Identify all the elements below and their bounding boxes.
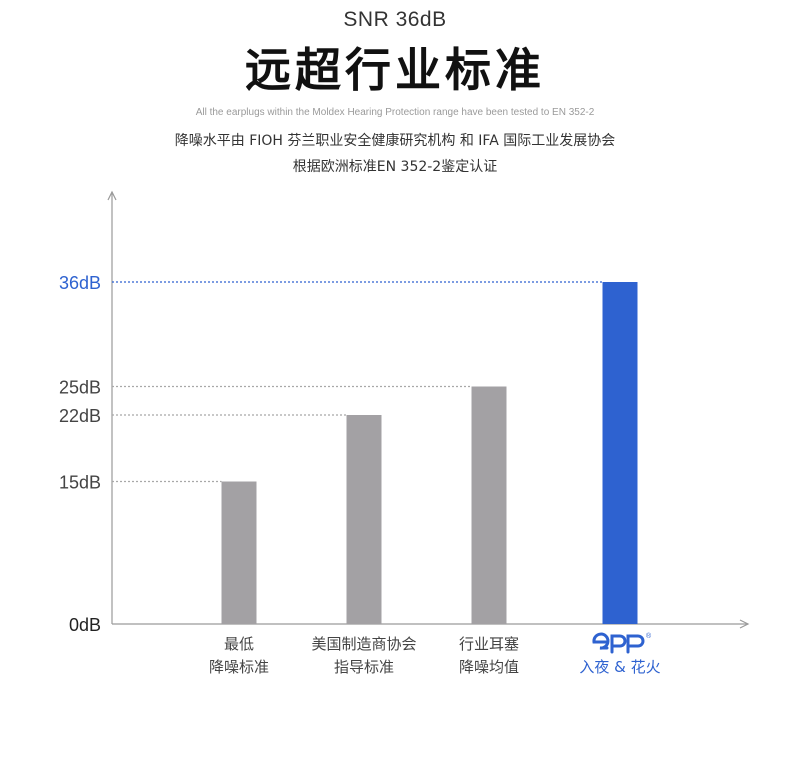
tested-note: All the earplugs within the Moldex Heari… — [195, 107, 595, 118]
category-label: 行业耳塞 — [459, 635, 519, 653]
y-axis-arrow-icon — [107, 190, 117, 201]
registered-mark: ® — [646, 632, 652, 640]
category-label: 指导标准 — [334, 658, 394, 676]
logo-letter-e — [592, 632, 610, 650]
logo-letter-p2 — [626, 634, 645, 654]
y-tick-label: 15dB — [59, 473, 101, 493]
category-label: 降噪均值 — [459, 658, 519, 676]
brand-logo-icon: ® — [592, 632, 652, 654]
description-line-2: 根据欧洲标准EN 352-2鉴定认证 — [292, 159, 498, 175]
bar — [346, 415, 382, 624]
category-label: 降噪标准 — [209, 658, 269, 676]
x-axis-arrow-icon — [739, 619, 750, 629]
snr-title: SNR 36dB — [343, 8, 447, 31]
y-tick-label: 36dB — [59, 273, 101, 293]
description-line-1: 降噪水平由 FIOH 芬兰职业安全健康研究机构 和 IFA 国际工业发展协会 — [174, 133, 616, 149]
y-tick-label: 0dB — [69, 615, 101, 635]
logo-letter-p — [610, 634, 627, 654]
category-label: 最低 — [224, 635, 254, 653]
bar — [221, 481, 257, 624]
bar-highlight — [602, 282, 638, 624]
category-label: 美国制造商协会 — [311, 635, 416, 653]
bar — [471, 386, 507, 624]
headline: 远超行业标准 — [245, 43, 545, 97]
y-tick-label: 25dB — [59, 378, 101, 398]
brand-name-label: 入夜 & 花火 — [579, 658, 660, 676]
y-tick-label: 22dB — [59, 406, 101, 426]
